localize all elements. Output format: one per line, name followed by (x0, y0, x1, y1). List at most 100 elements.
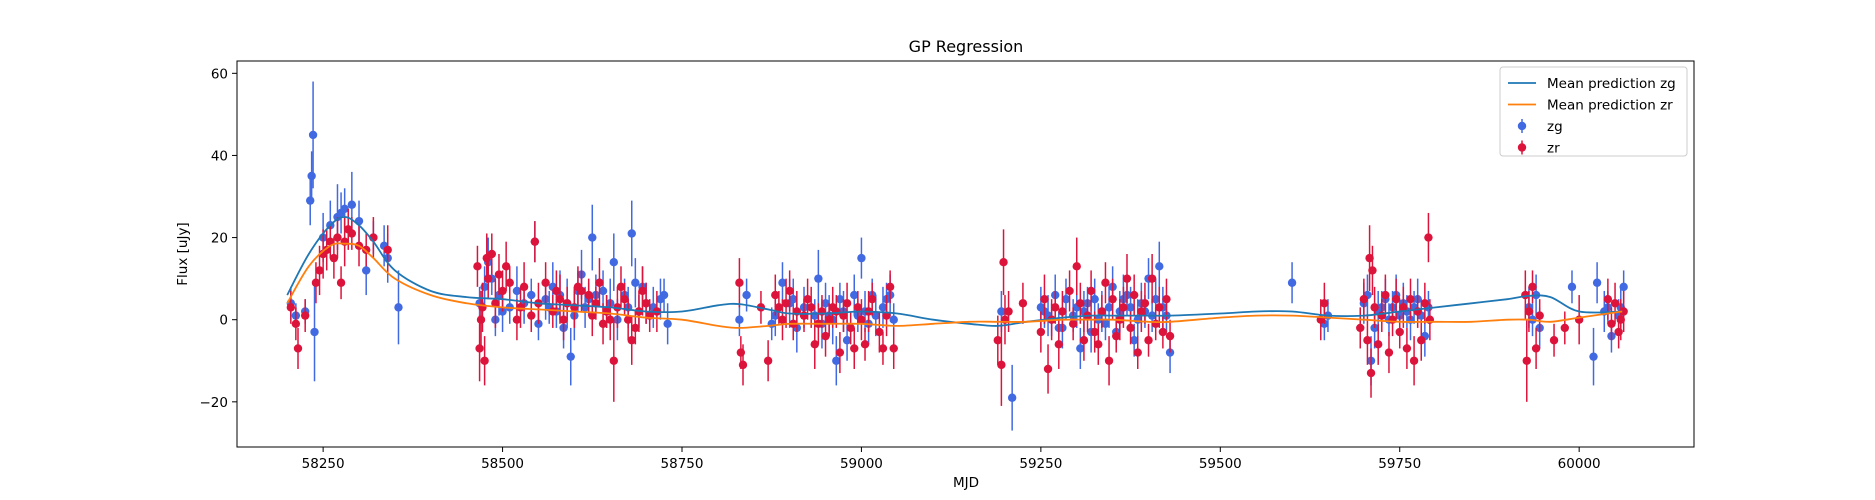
data-point (1368, 266, 1377, 275)
data-point (1018, 299, 1028, 308)
data-point (1603, 294, 1613, 304)
data-point (286, 303, 296, 312)
data-point (1384, 348, 1394, 357)
data-point (609, 258, 619, 267)
x-tick-label: 59500 (1199, 456, 1242, 472)
line-mean-prediction-zr (286, 242, 1623, 329)
data-point (623, 315, 633, 324)
data-point (1420, 299, 1430, 308)
data-point (598, 319, 608, 329)
data-point (1155, 262, 1164, 271)
x-tick-label: 60000 (1558, 456, 1601, 472)
x-tick-label: 58750 (661, 456, 704, 472)
data-point (867, 294, 877, 304)
legend: Mean prediction zg Mean prediction zr zg zr (1499, 66, 1688, 157)
data-point (1101, 278, 1110, 287)
data-point (473, 262, 482, 271)
data-point (1528, 282, 1537, 292)
data-point (1076, 344, 1085, 353)
data-point (620, 294, 629, 304)
data-point (789, 294, 798, 304)
data-point (487, 249, 496, 259)
data-point (307, 171, 316, 181)
data-point (588, 311, 597, 320)
legend-box (1499, 66, 1688, 157)
y-tick-label: 20 (211, 231, 228, 247)
data-point (1137, 307, 1146, 316)
data-point (1108, 294, 1117, 304)
data-point (498, 286, 507, 296)
data-point (803, 294, 812, 304)
data-point (1409, 356, 1419, 365)
data-point (475, 344, 484, 353)
data-point (1619, 307, 1628, 316)
axes-frame (236, 60, 1695, 448)
data-point (842, 336, 852, 345)
data-point (1391, 294, 1401, 304)
data-point (850, 344, 859, 353)
data-point (1363, 336, 1372, 345)
line-mean-prediction-zg (286, 216, 1623, 327)
data-point (1417, 336, 1426, 345)
data-point (300, 311, 310, 320)
data-point (527, 290, 536, 300)
data-point (853, 303, 863, 312)
data-point (832, 356, 841, 365)
data-point (501, 262, 511, 271)
data-point (494, 270, 504, 279)
x-tick-label: 59250 (1019, 456, 1062, 472)
data-point (878, 303, 888, 312)
y-tick-label: −20 (200, 395, 229, 411)
data-point (1359, 294, 1369, 304)
legend-marker-swatch (1517, 121, 1527, 131)
plot-area (286, 81, 1628, 431)
y-tick-label: 0 (219, 313, 228, 329)
data-point (1522, 356, 1531, 365)
data-point (1126, 323, 1135, 333)
legend-label: Mean prediction zg (1547, 76, 1676, 92)
data-point (993, 336, 1002, 345)
data-point (810, 340, 819, 349)
data-point (835, 348, 845, 357)
data-point (627, 229, 636, 238)
legend-label: Mean prediction zr (1547, 98, 1673, 114)
data-point (1065, 286, 1074, 296)
x-axis-label: MJD (953, 475, 979, 491)
data-point (595, 278, 604, 287)
data-point (1054, 340, 1064, 349)
data-point (1155, 303, 1164, 312)
legend-label: zg (1547, 119, 1563, 135)
data-point (347, 229, 357, 238)
data-point (476, 315, 486, 324)
data-point (1373, 340, 1383, 349)
data-point (631, 278, 640, 287)
data-point (1058, 307, 1067, 316)
data-point (541, 278, 550, 287)
data-point (659, 290, 669, 300)
data-point (785, 286, 794, 296)
data-point (627, 336, 636, 345)
data-point (1589, 352, 1598, 361)
data-point (1119, 303, 1128, 312)
data-point (1610, 299, 1620, 308)
data-point (781, 299, 791, 308)
data-point (1004, 307, 1013, 316)
data-point (1158, 327, 1168, 337)
data-point (333, 233, 342, 242)
data-point (1406, 294, 1415, 304)
data-point (1320, 299, 1329, 308)
data-point (1381, 290, 1390, 300)
data-point (1094, 340, 1103, 349)
data-point (1112, 331, 1121, 341)
data-point (1090, 294, 1099, 304)
data-point (598, 286, 608, 296)
data-point (824, 315, 834, 324)
x-tick-label: 59750 (1378, 456, 1421, 472)
data-point (1619, 282, 1628, 292)
data-point (1097, 307, 1107, 316)
data-point (1395, 311, 1404, 320)
x-tick-label: 58250 (302, 456, 345, 472)
data-point (1129, 336, 1139, 345)
data-point (1104, 356, 1114, 365)
data-point (1567, 282, 1577, 292)
